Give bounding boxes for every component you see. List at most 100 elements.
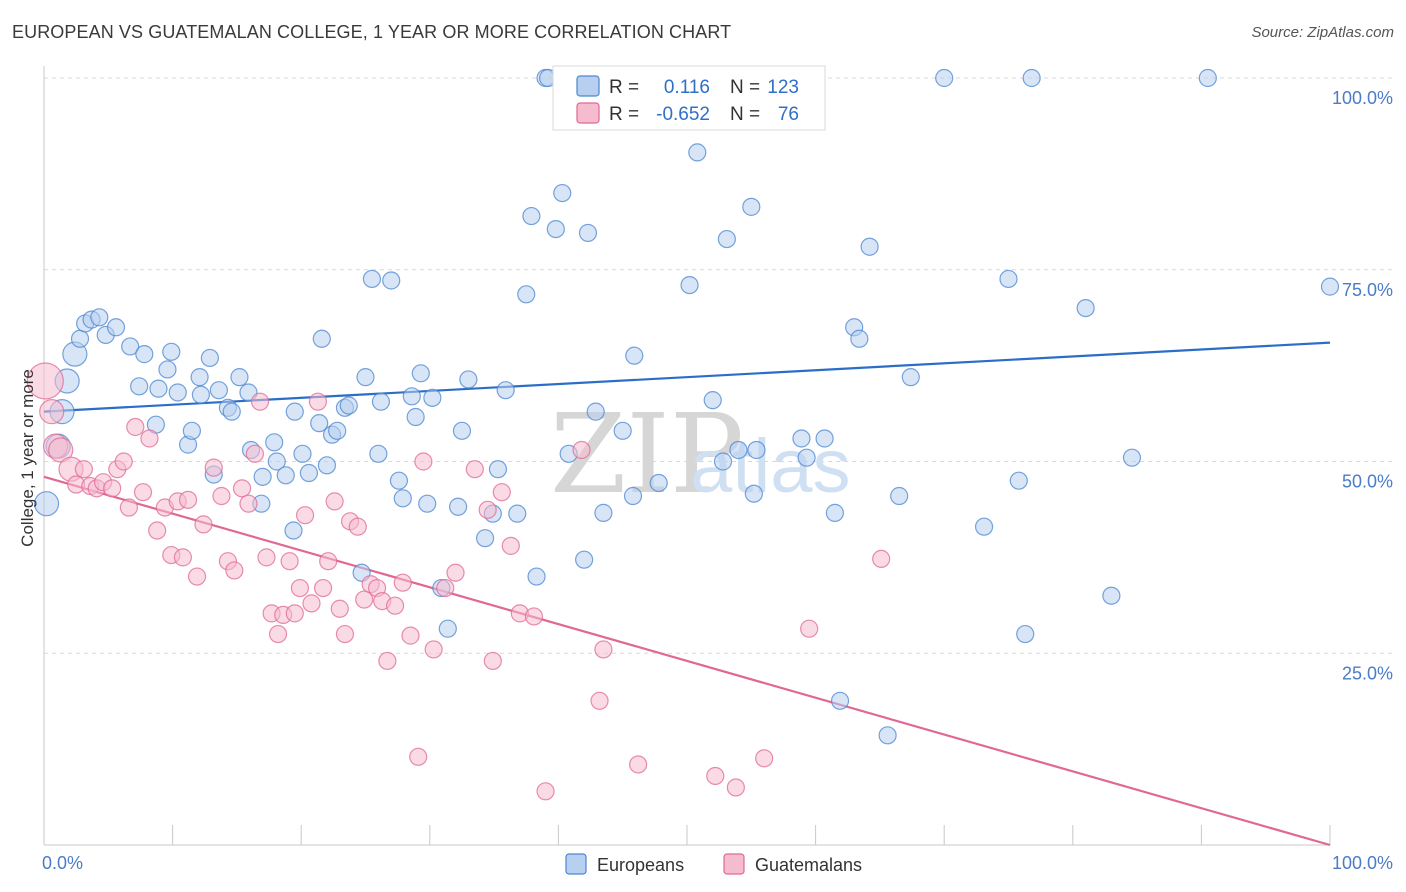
european-point [623,486,643,506]
european-point [168,383,187,402]
european-point [792,429,811,448]
european-point [190,368,209,387]
guatemalans-trend-line [43,475,1331,847]
european-point [312,329,331,348]
european-point [70,329,90,348]
european-point [328,421,347,440]
series-swatch-guatemalans [723,853,745,875]
european-point [209,381,228,400]
guatemalan-point [225,561,244,580]
guatemalan-point [483,651,502,671]
guatemalan-point [319,552,338,571]
european-point [517,285,536,304]
guatemalan-point [26,362,64,400]
european-point [508,504,527,523]
legend-n-label-2: N = [730,104,760,125]
legend-swatch-guatemalans [576,102,600,124]
axes [43,66,1331,846]
european-point [423,388,442,407]
european-point [389,471,409,490]
europeans-points [33,68,1340,745]
guatemalan-point [446,563,465,582]
guatemalan-point [119,498,138,517]
guatemalan-point [330,599,349,618]
legend-r-value-1: 0.116 [664,77,710,98]
guatemalan-point [280,552,299,571]
european-point [1009,471,1028,490]
guatemalan-point [436,578,455,598]
european-point [553,183,572,203]
european-point [1102,586,1121,605]
x-tick-label: 0.0% [42,853,83,873]
guatemalan-point [755,749,774,768]
guatemalan-point [268,624,288,644]
european-point [546,219,565,239]
guatemalan-point [126,417,145,437]
y-tick-label: 100.0% [1332,88,1393,108]
european-point [860,237,879,256]
european-point [830,691,850,710]
y-tick-label: 25.0% [1342,663,1393,683]
european-point [717,229,736,249]
european-point [411,364,430,383]
european-point [284,521,303,540]
guatemalan-point [148,521,167,540]
guatemalan-point [308,392,328,411]
guatemalan-point [245,444,265,463]
guatemalan-point [178,490,198,509]
guatemalan-point [478,500,497,519]
legend-r-value-2: -0.652 [656,104,710,125]
european-point [744,484,763,503]
european-point [448,497,468,516]
guatemalan-point [355,590,374,609]
european-point [230,368,249,387]
y-axis-label: College, 1 year or more [18,369,37,547]
european-point [130,377,149,396]
european-point [158,360,177,379]
chart-title: EUROPEAN VS GUATEMALAN COLLEGE, 1 YEAR O… [12,22,732,42]
european-point [276,466,295,485]
european-point [369,444,388,463]
guatemalan-point [133,483,153,502]
guatemalan-point [409,747,428,766]
european-point [371,392,391,411]
european-point [362,269,382,289]
guatemalan-point [800,619,819,638]
european-point [649,473,668,493]
european-point [382,271,401,290]
european-point [575,550,594,569]
european-point [850,329,869,348]
european-point [418,494,437,513]
guatemalan-point [590,691,609,710]
guatemalan-point [285,604,304,623]
guatemalan-point [74,460,93,479]
european-point [713,452,733,471]
european-point [452,421,472,440]
source-note: Source: ZipAtlas.com [1251,24,1394,41]
european-point [974,517,994,536]
guatemalan-point [114,452,133,471]
european-point [106,318,126,337]
european-point [1122,448,1142,467]
y-tick-label: 50.0% [1342,472,1393,492]
guatemalan-point [39,399,65,425]
european-point [459,370,478,389]
european-point [797,448,816,467]
european-point [265,433,284,452]
guatemalan-point [302,594,321,613]
guatemalan-point [313,578,333,598]
guatemalan-point [726,778,745,797]
european-point [356,368,375,387]
guatemalan-point [250,392,270,411]
european-point [299,463,319,483]
x-tick-labels: 0.0% 100.0% [42,853,1393,873]
european-point [890,486,909,506]
european-point [496,381,515,400]
guatemalan-point [465,460,484,479]
european-point [578,223,598,243]
european-point [310,414,329,433]
european-point [393,489,412,508]
guatemalans-points [26,362,891,801]
guatemalan-point [187,567,207,586]
european-point [901,368,920,387]
